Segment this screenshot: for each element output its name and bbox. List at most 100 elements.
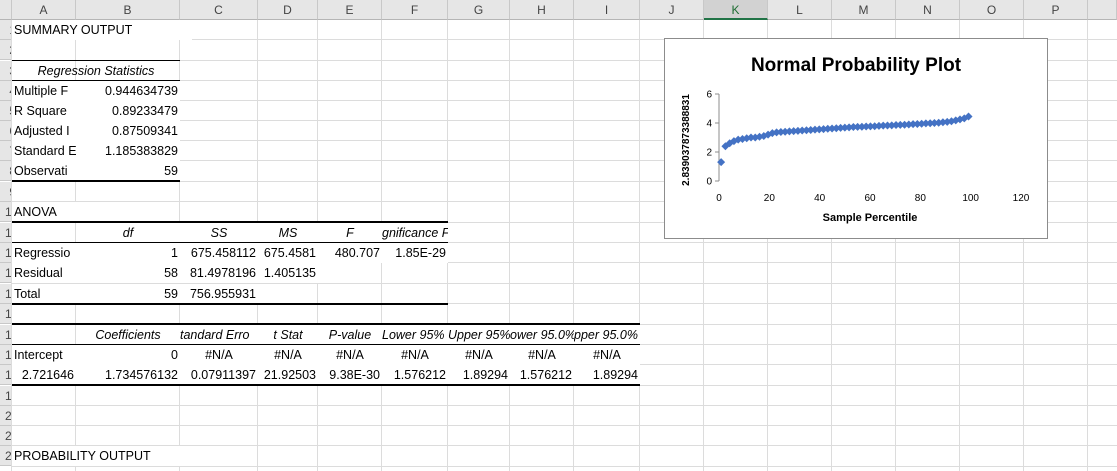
coef-value[interactable]: #N/A — [382, 345, 448, 365]
anova-row-label[interactable]: Residual — [12, 263, 76, 283]
stat-label[interactable]: Multiple F — [12, 81, 76, 101]
coef-header[interactable]: tandard Erro — [180, 325, 258, 345]
anova-bottom-border — [12, 303, 448, 305]
column-header-f[interactable]: F — [382, 0, 448, 20]
coef-top-border — [12, 323, 640, 325]
coef-header[interactable]: Coefficients — [76, 325, 180, 345]
reg-stats-header-border — [12, 80, 180, 81]
coef-header[interactable]: Lower 95% — [382, 325, 448, 345]
coef-header-border — [12, 344, 640, 345]
anova-ms[interactable]: 1.405135 — [258, 263, 318, 283]
anova-df[interactable]: 59 — [76, 284, 180, 304]
column-header-i[interactable]: I — [574, 0, 640, 20]
coef-value[interactable]: #N/A — [448, 345, 510, 365]
column-header-g[interactable]: G — [448, 0, 510, 20]
column-header-n[interactable]: N — [896, 0, 960, 20]
column-header-l[interactable]: L — [768, 0, 832, 20]
coef-value[interactable]: 1.576212 — [382, 365, 448, 385]
coef-value[interactable]: #N/A — [180, 345, 258, 365]
y-tick-label: 4 — [706, 119, 712, 130]
coef-header[interactable]: P-value — [318, 325, 382, 345]
gridline-horizontal — [12, 445, 1117, 446]
coef-row-label[interactable]: 2.721646 — [12, 365, 76, 385]
anova-title[interactable]: ANOVA — [12, 202, 76, 222]
column-header-a[interactable]: A — [12, 0, 76, 20]
anova-ms[interactable]: 675.4581 — [258, 243, 318, 263]
chart-x-axis-label: Sample Percentile — [823, 212, 918, 224]
stat-value[interactable]: 1.185383829 — [76, 141, 180, 161]
x-tick-label: 40 — [814, 193, 826, 204]
coef-header[interactable]: t Stat — [258, 325, 318, 345]
column-header-o[interactable]: O — [960, 0, 1024, 20]
reg-stats-top-border — [12, 60, 180, 61]
data-point — [862, 122, 871, 131]
gridline-horizontal — [12, 181, 1117, 182]
data-point — [768, 129, 777, 138]
coef-value[interactable]: #N/A — [510, 345, 574, 365]
anova-df[interactable]: 58 — [76, 263, 180, 283]
x-tick-label: 60 — [864, 193, 876, 204]
anova-top-border — [12, 221, 448, 223]
anova-sig[interactable]: 1.85E-29 — [382, 243, 448, 263]
anova-header-f[interactable]: F — [318, 223, 382, 243]
coef-header[interactable]: pper 95.0% — [574, 325, 640, 345]
coef-header[interactable]: ower 95.0% — [510, 325, 574, 345]
normal-probability-plot-chart[interactable]: Normal Probability Plot Sample Percentil… — [664, 38, 1048, 239]
stat-label[interactable]: Observati — [12, 161, 76, 181]
gridline-horizontal — [12, 283, 1117, 284]
stat-label[interactable]: R Square — [12, 101, 76, 121]
column-header-h[interactable]: H — [510, 0, 574, 20]
gridline-horizontal — [12, 222, 1117, 223]
column-header-e[interactable]: E — [318, 0, 382, 20]
column-header-d[interactable]: D — [258, 0, 318, 20]
anova-row-label[interactable]: Total — [12, 284, 76, 304]
probability-output-title[interactable]: PROBABILITY OUTPUT — [12, 446, 192, 466]
stat-value[interactable]: 0.944634739 — [76, 81, 180, 101]
data-point — [776, 127, 785, 136]
coef-value[interactable]: 21.92503 — [258, 365, 318, 385]
stat-label[interactable]: Adjusted I — [12, 121, 76, 141]
coef-value[interactable]: 1.89294 — [448, 365, 510, 385]
anova-ss[interactable]: 675.458112 — [180, 243, 258, 263]
summary-output-title[interactable]: SUMMARY OUTPUT — [12, 20, 192, 40]
column-header-m[interactable]: M — [832, 0, 896, 20]
coef-value[interactable]: 0 — [76, 345, 180, 365]
stat-value[interactable]: 0.89233479 — [76, 101, 180, 121]
anova-ss[interactable]: 756.955931 — [180, 284, 258, 304]
select-all-corner[interactable] — [0, 0, 12, 20]
coef-value[interactable]: #N/A — [318, 345, 382, 365]
column-header-b[interactable]: B — [76, 0, 180, 20]
anova-ss[interactable]: 81.4978196 — [180, 263, 258, 283]
stat-value[interactable]: 0.87509341 — [76, 121, 180, 141]
stat-value[interactable]: 59 — [76, 161, 180, 181]
data-point — [798, 126, 807, 135]
anova-header-ms[interactable]: MS — [258, 223, 318, 243]
coef-header[interactable]: Upper 95% — [448, 325, 510, 345]
gridline-vertical — [831, 20, 832, 471]
column-header-j[interactable]: J — [640, 0, 704, 20]
gridline-horizontal — [12, 405, 1117, 406]
data-point — [870, 122, 879, 131]
coef-value[interactable]: 1.576212 — [510, 365, 574, 385]
coef-value[interactable]: 1.734576132 — [76, 365, 180, 385]
coef-value[interactable]: 0.07911397 — [180, 365, 258, 385]
anova-df[interactable]: 1 — [76, 243, 180, 263]
gridline-horizontal — [12, 120, 1117, 121]
anova-header-df[interactable]: df — [76, 223, 180, 243]
coef-row-label[interactable]: Intercept — [12, 345, 76, 365]
anova-header-significance[interactable]: gnificance F — [382, 223, 448, 243]
anova-header-ss[interactable]: SS — [180, 223, 258, 243]
regression-statistics-header[interactable]: Regression Statistics — [37, 64, 155, 78]
coef-value[interactable]: 9.38E-30 — [318, 365, 382, 385]
column-header-p[interactable]: P — [1024, 0, 1088, 20]
column-header-c[interactable]: C — [180, 0, 258, 20]
coef-value[interactable]: 1.89294 — [574, 365, 640, 385]
stat-label[interactable]: Standard E — [12, 141, 76, 161]
anova-row-label[interactable]: Regressio — [12, 243, 76, 263]
column-header-k[interactable]: K — [704, 0, 768, 20]
gridline-horizontal — [12, 303, 1117, 304]
coef-value[interactable]: #N/A — [574, 345, 640, 365]
coef-value[interactable]: #N/A — [258, 345, 318, 365]
anova-f[interactable]: 480.707 — [318, 243, 382, 263]
